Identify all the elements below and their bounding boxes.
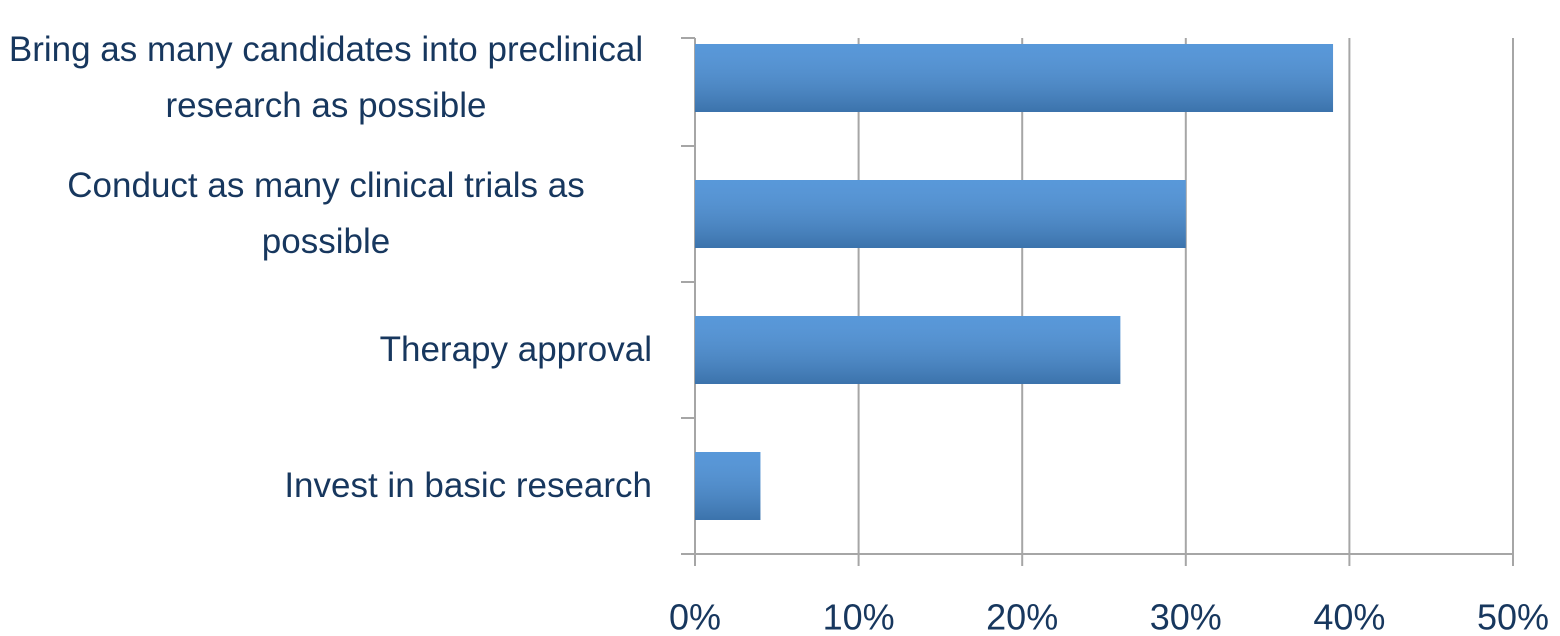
bar-shade: [695, 452, 761, 520]
y-tick-label: Invest in basic research: [0, 458, 652, 514]
x-tick-label: 40%: [1313, 597, 1385, 636]
category-text: Bring as many candidates into preclinica…: [8, 30, 644, 125]
category-text: Conduct as many clinical trials as possi…: [67, 166, 585, 261]
x-tick-label: 20%: [986, 597, 1058, 636]
x-tick-label: 30%: [1150, 597, 1222, 636]
bar-shade: [695, 316, 1121, 384]
y-tick-label: Bring as many candidates into preclinica…: [0, 22, 652, 134]
bar-shade: [695, 44, 1334, 112]
bar-shade: [695, 180, 1186, 248]
y-tick-label: Therapy approval: [0, 322, 652, 378]
category-text: Therapy approval: [379, 330, 652, 369]
x-tick-label: 10%: [823, 597, 895, 636]
x-tick-label: 50%: [1477, 597, 1549, 636]
y-tick-label: Conduct as many clinical trials as possi…: [0, 158, 652, 270]
x-tick-label: 0%: [669, 597, 721, 636]
category-text: Invest in basic research: [284, 466, 652, 505]
